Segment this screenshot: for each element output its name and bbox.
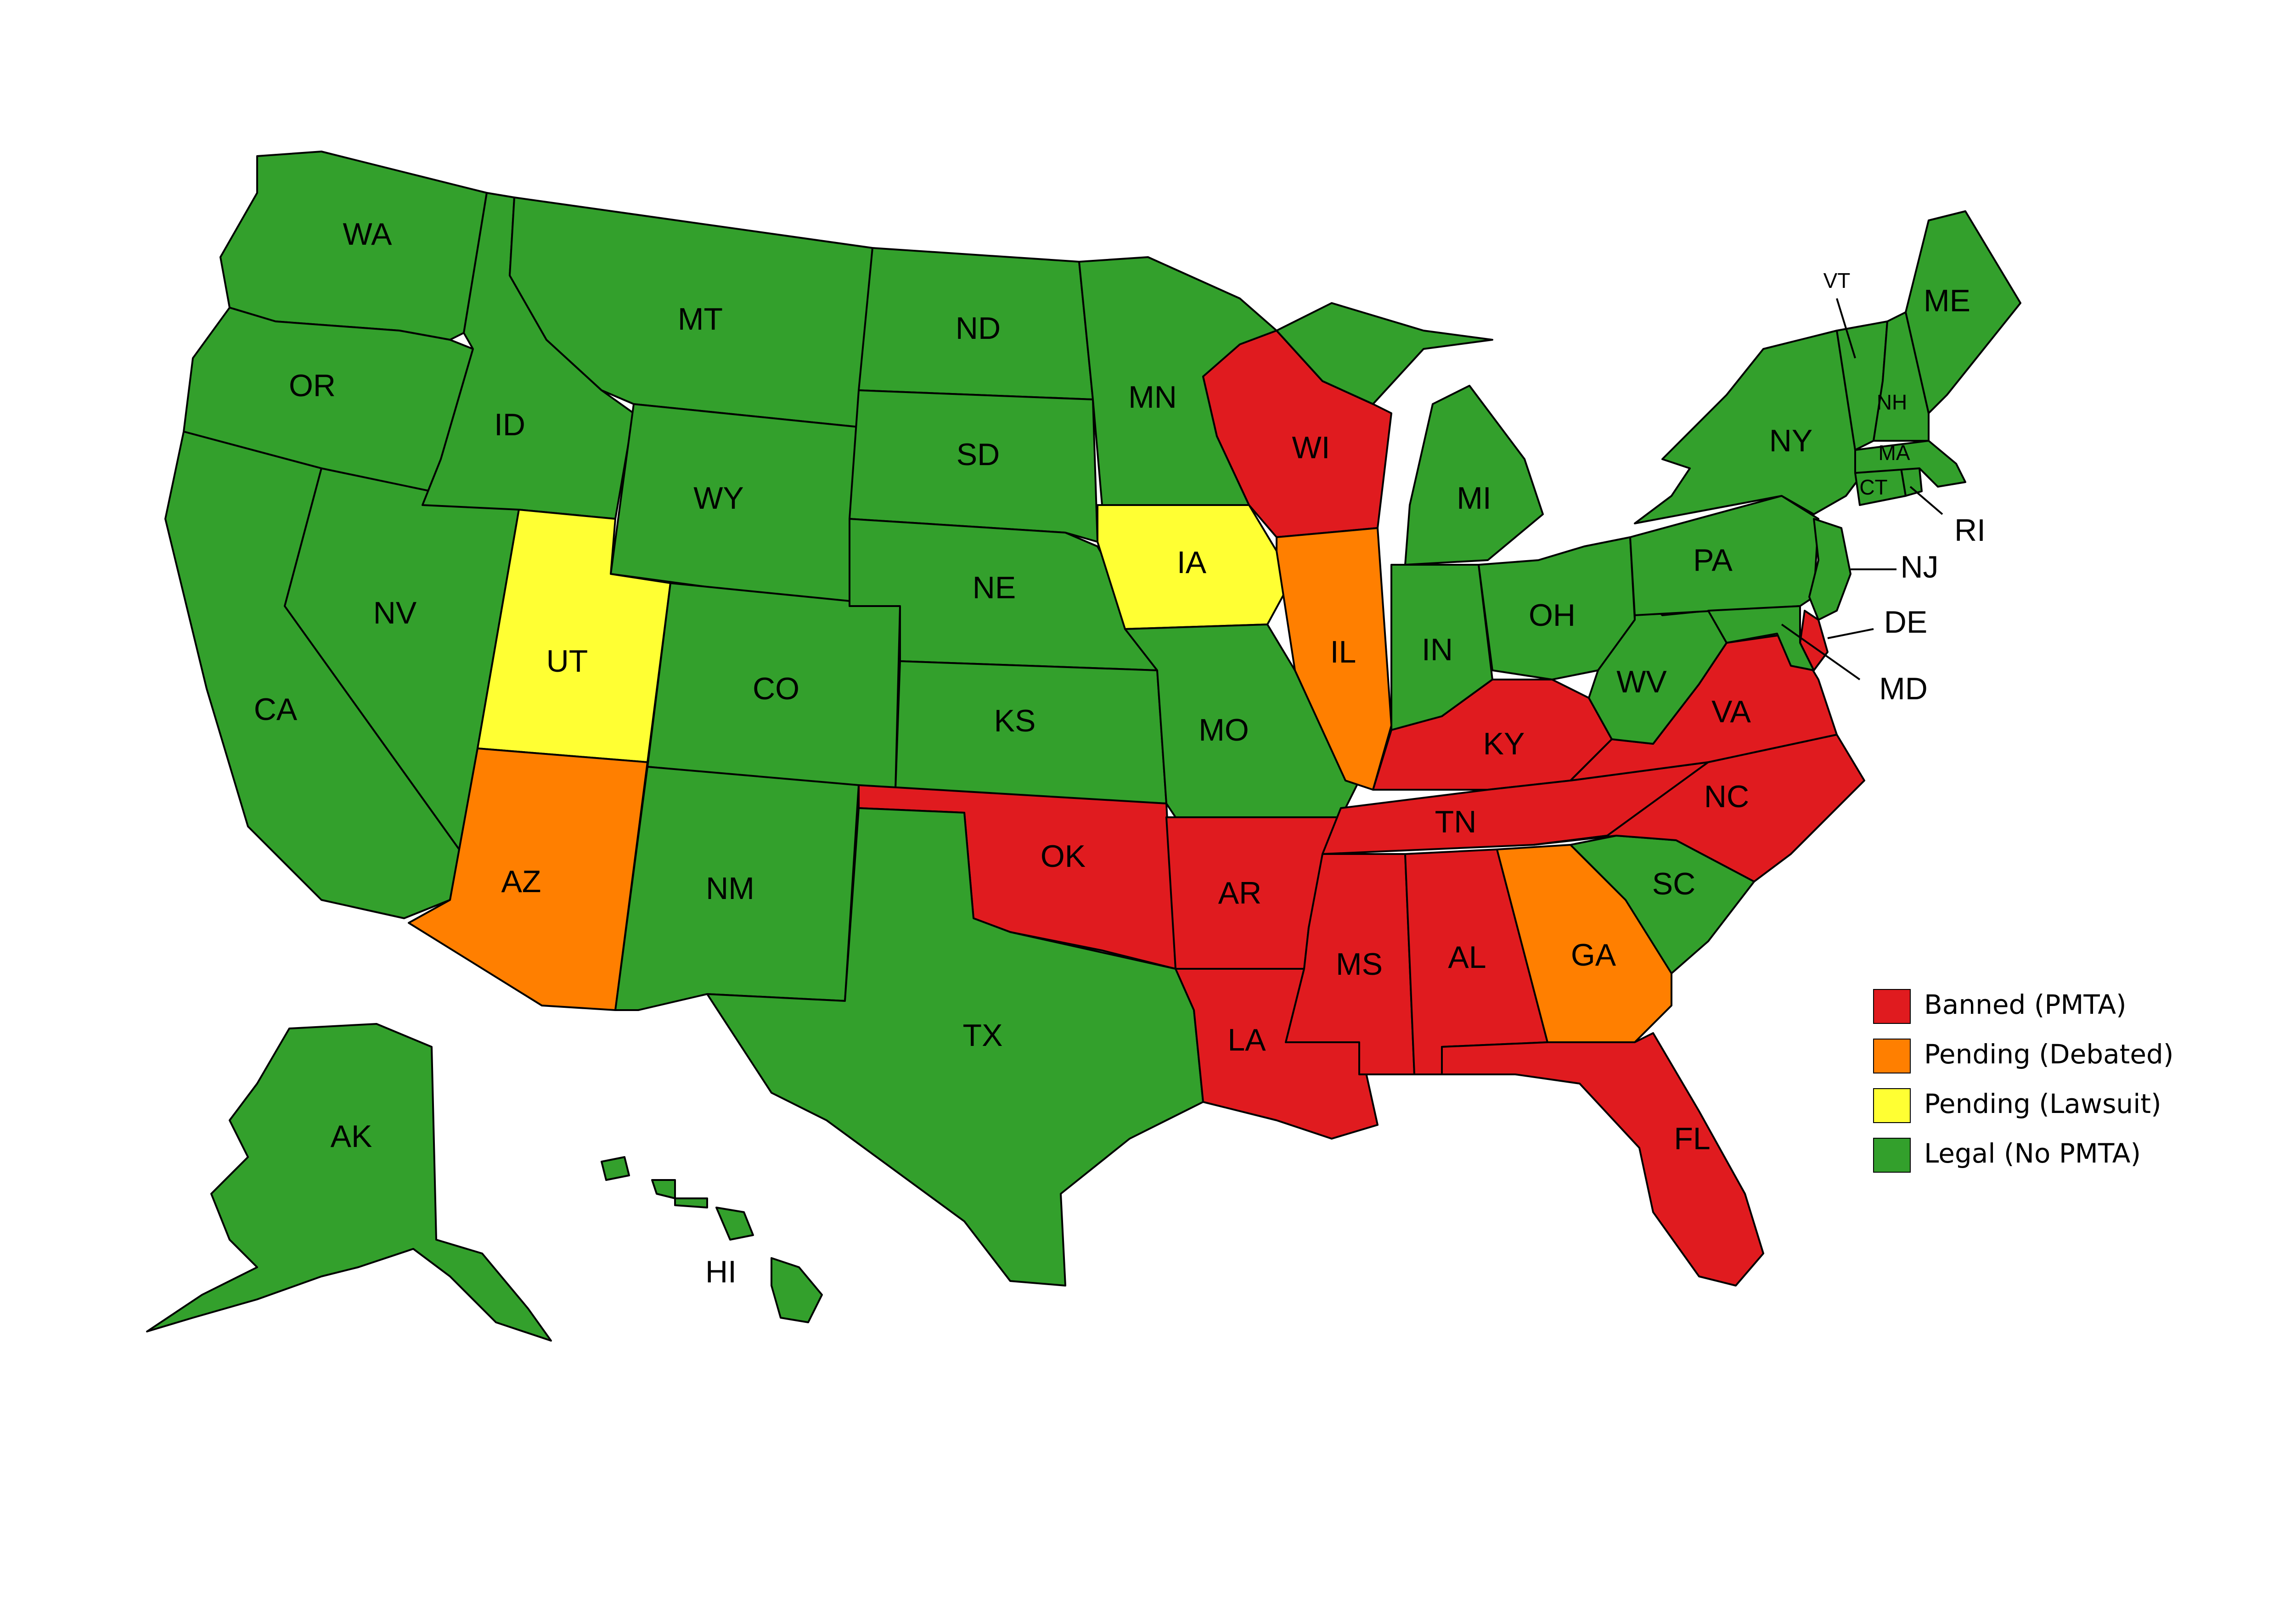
label-id: ID	[494, 407, 525, 442]
label-va: VA	[1711, 694, 1751, 729]
label-nm: NM	[706, 871, 754, 906]
label-vt: VT	[1823, 269, 1851, 292]
label-sc: SC	[1652, 866, 1695, 901]
state-hi-hawaii[interactable]	[771, 1257, 823, 1323]
label-pa: PA	[1693, 543, 1733, 578]
label-oh: OH	[1529, 598, 1576, 633]
legend-swatch-banned	[1873, 989, 1911, 1024]
state-hi-kauai[interactable]	[601, 1156, 630, 1181]
legend-label-banned: Banned (PMTA)	[1924, 989, 2127, 1020]
label-mo: MO	[1199, 713, 1249, 747]
state-hi-maui[interactable]	[715, 1207, 754, 1241]
label-ga: GA	[1571, 938, 1616, 972]
label-wi: WI	[1292, 430, 1330, 465]
label-az: AZ	[501, 864, 541, 899]
label-la: LA	[1227, 1023, 1266, 1057]
state-hi-oahu[interactable]	[651, 1179, 676, 1199]
state-hi-molokai[interactable]	[674, 1197, 708, 1208]
state-ri[interactable]	[1900, 467, 1923, 497]
label-ma: MA	[1879, 441, 1910, 465]
legend-swatch-legal	[1873, 1138, 1911, 1173]
label-ks: KS	[994, 703, 1036, 738]
label-ar: AR	[1218, 876, 1261, 910]
legend-label-legal: Legal (No PMTA)	[1924, 1138, 2141, 1169]
state-mo[interactable]	[1124, 624, 1360, 818]
state-ia[interactable]	[1097, 504, 1296, 630]
label-wa: WA	[343, 217, 392, 252]
label-de: DE	[1884, 605, 1927, 640]
label-ny: NY	[1769, 423, 1812, 458]
label-nv: NV	[373, 596, 417, 630]
legend-swatch-debated	[1873, 1039, 1911, 1073]
state-il[interactable]	[1276, 527, 1392, 791]
label-ak: AK	[331, 1119, 372, 1154]
label-co: CO	[753, 671, 799, 706]
label-ca: CA	[254, 692, 298, 727]
label-md: MD	[1879, 671, 1928, 706]
label-wy: WY	[693, 481, 744, 516]
state-tx[interactable]	[706, 807, 1204, 1287]
label-ky: KY	[1483, 726, 1525, 761]
legend-label-lawsuit: Pending (Lawsuit)	[1924, 1088, 2161, 1119]
state-me[interactable]	[1905, 210, 2021, 414]
label-wv: WV	[1616, 664, 1667, 699]
state-fl[interactable]	[1441, 1032, 1764, 1287]
legend-label-debated: Pending (Debated)	[1924, 1039, 2174, 1070]
state-nc[interactable]	[1533, 734, 1865, 882]
leader-vt	[1836, 298, 1856, 359]
label-il: IL	[1330, 635, 1356, 669]
label-ms: MS	[1336, 947, 1383, 982]
label-al: AL	[1448, 940, 1486, 975]
label-mi: MI	[1457, 481, 1491, 516]
label-nc: NC	[1704, 779, 1749, 814]
state-mi-upper[interactable]	[1276, 302, 1493, 405]
label-or: OR	[289, 368, 336, 403]
state-md[interactable]	[1707, 605, 1815, 671]
label-ok: OK	[1041, 839, 1086, 874]
state-mi-lower[interactable]	[1404, 385, 1544, 566]
legend-swatch-lawsuit	[1873, 1088, 1911, 1123]
label-sd: SD	[957, 437, 1000, 472]
label-ne: NE	[973, 570, 1016, 605]
legend: Banned (PMTA) Pending (Debated) Pending …	[1873, 989, 2174, 1173]
label-nd: ND	[956, 311, 1001, 346]
state-ma[interactable]	[1854, 440, 1966, 488]
label-mn: MN	[1128, 380, 1177, 415]
state-ak[interactable]	[146, 1023, 552, 1342]
label-tx: TX	[963, 1018, 1003, 1053]
label-nj: NJ	[1900, 550, 1938, 584]
leader-de	[1827, 628, 1874, 639]
label-tn: TN	[1435, 804, 1477, 839]
label-ut: UT	[546, 644, 588, 679]
label-in: IN	[1422, 632, 1453, 667]
label-me: ME	[1924, 283, 1970, 318]
label-ct: CT	[1859, 475, 1887, 499]
state-nj[interactable]	[1808, 518, 1851, 621]
state-sd[interactable]	[849, 389, 1098, 543]
label-ri: RI	[1954, 513, 1986, 548]
leader-md	[1781, 624, 1861, 680]
label-hi: HI	[705, 1254, 737, 1289]
label-nh: NH	[1877, 390, 1907, 414]
label-ia: IA	[1177, 545, 1207, 580]
label-mt: MT	[678, 302, 723, 337]
leader-ri	[1909, 486, 1943, 515]
label-fl: FL	[1674, 1121, 1710, 1156]
